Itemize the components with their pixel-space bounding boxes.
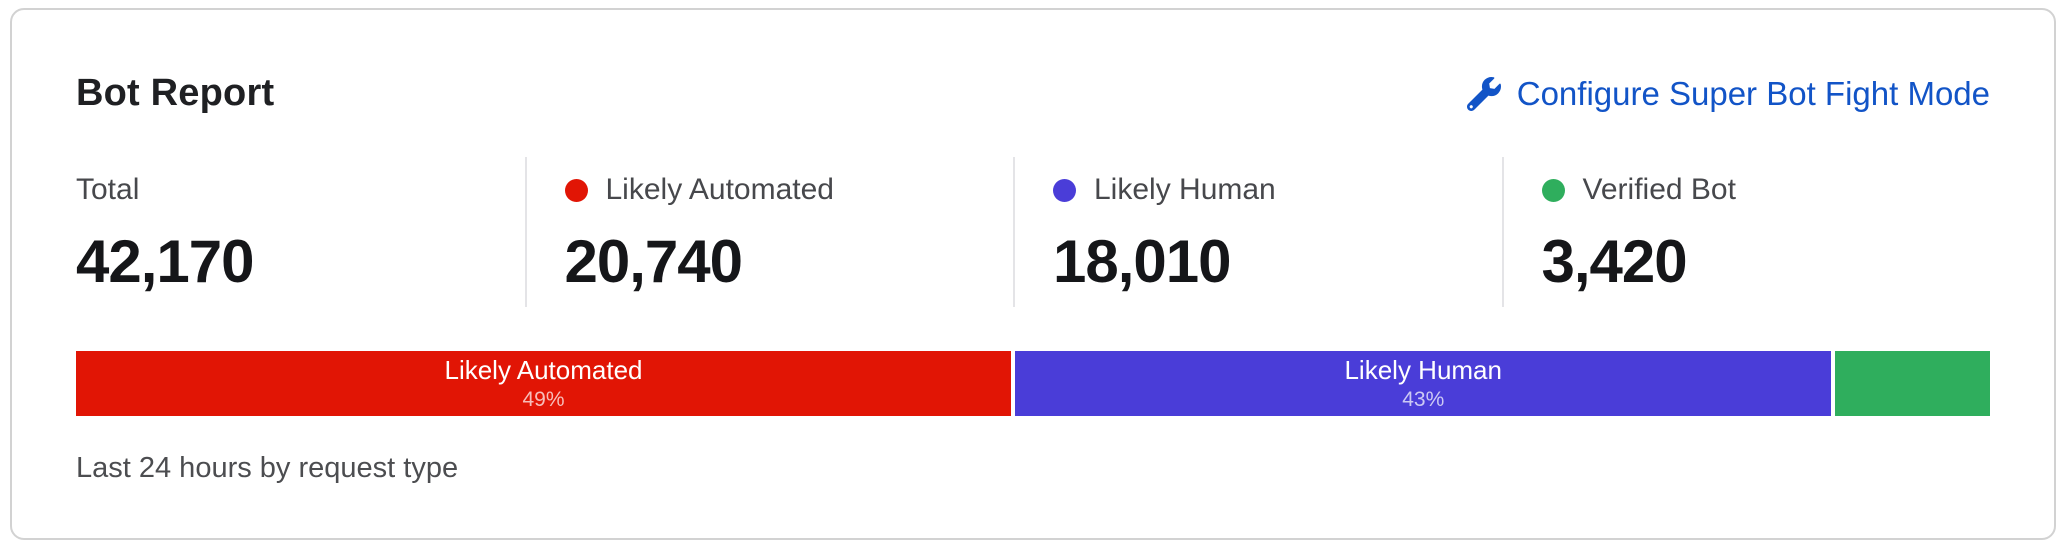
- stat-likely-automated: Likely Automated 20,740: [524, 157, 1014, 307]
- stat-total-value: 42,170: [76, 228, 255, 295]
- stat-total-label: Total: [76, 173, 140, 206]
- time-range-caption: Last 24 hours by request type: [76, 452, 459, 484]
- configure-super-bot-fight-mode-link[interactable]: Configure Super Bot Fight Mode: [1466, 74, 1990, 113]
- page-title: Bot Report: [76, 72, 275, 114]
- stat-likely-automated-label: Likely Automated: [605, 173, 834, 206]
- stat-verified-bot: Verified Bot 3,420: [1501, 157, 1991, 307]
- stat-likely-human: Likely Human 18,010: [1013, 157, 1502, 307]
- stat-likely-human-label: Likely Human: [1094, 173, 1276, 206]
- likely-human-dot-icon: [1053, 178, 1076, 202]
- likely-automated-dot-icon: [564, 178, 588, 202]
- bar-segment-likely-automated: Likely Automated 49%: [76, 351, 1011, 416]
- bar-segment-percent: 49%: [522, 387, 565, 411]
- configure-link-label: Configure Super Bot Fight Mode: [1516, 74, 1990, 112]
- card-header: Bot Report Configure Super Bot Fight Mod…: [76, 72, 1990, 115]
- bar-segment-likely-human: Likely Human 43%: [1014, 351, 1832, 416]
- stat-total: Total 42,170: [76, 157, 525, 307]
- stats-row: Total 42,170 Likely Automated 20,740 Lik…: [76, 157, 1990, 307]
- request-type-stacked-bar: Likely Automated 49% Likely Human 43%: [76, 351, 1990, 416]
- wrench-icon: [1466, 76, 1501, 111]
- bot-report-card: Bot Report Configure Super Bot Fight Mod…: [10, 8, 2056, 540]
- stat-likely-human-value: 18,010: [1053, 228, 1232, 295]
- stat-verified-bot-label: Verified Bot: [1582, 173, 1736, 206]
- bar-segment-verified-bot: [1835, 351, 1990, 416]
- bar-segment-label: Likely Automated: [444, 355, 643, 386]
- stat-verified-bot-value: 3,420: [1541, 228, 1688, 295]
- bar-segment-percent: 43%: [1402, 387, 1445, 411]
- verified-bot-dot-icon: [1541, 178, 1565, 202]
- bar-segment-label: Likely Human: [1344, 355, 1502, 386]
- stat-likely-automated-value: 20,740: [564, 228, 744, 295]
